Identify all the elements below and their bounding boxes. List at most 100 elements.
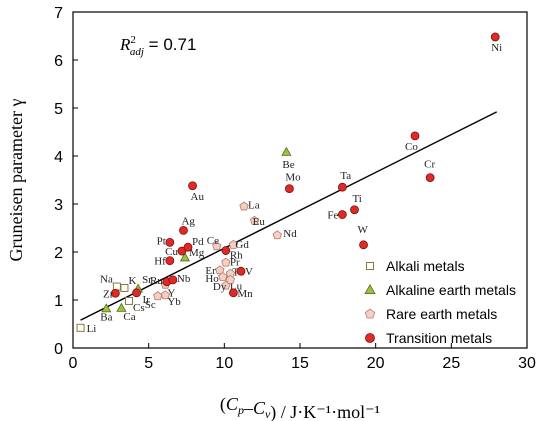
point-label: Y xyxy=(167,288,175,300)
data-point xyxy=(239,201,249,211)
x-tick-label: 15 xyxy=(291,355,309,372)
r2-annotation: R2 adj = 0.71 xyxy=(119,34,196,58)
data-point xyxy=(218,272,228,281)
legend-marker xyxy=(365,333,375,343)
series-alkaline-earth-metals: Ba Ca Sr Mg Be xyxy=(100,146,295,324)
data-point xyxy=(165,256,175,266)
point-label: Ni xyxy=(491,42,502,54)
point-label: Rh xyxy=(230,250,243,262)
data-point xyxy=(165,237,175,247)
data-point xyxy=(281,146,292,156)
fit-line xyxy=(80,111,498,321)
point-label: Ir xyxy=(143,294,151,306)
data-point xyxy=(225,274,236,284)
data-point xyxy=(179,252,191,262)
data-points: LiNaKCsBaCaSrMgBeYbScYCeErHoPrTbLuDyGdLa… xyxy=(76,32,502,335)
point-label: Zr xyxy=(103,288,114,300)
point-label: Ru xyxy=(150,275,163,287)
data-point xyxy=(490,32,500,42)
data-point xyxy=(160,290,170,300)
point-label: Ti xyxy=(352,193,361,205)
point-label: La xyxy=(248,199,260,211)
data-point xyxy=(221,246,231,255)
legend-label: Rare earth metals xyxy=(386,306,497,322)
point-label: Gd xyxy=(235,239,249,251)
point-label: Pr xyxy=(230,257,240,269)
data-point xyxy=(132,288,141,298)
data-point xyxy=(249,215,260,225)
data-point xyxy=(221,257,231,267)
x-tick-label: 25 xyxy=(442,355,460,372)
data-point xyxy=(153,291,163,301)
data-point xyxy=(285,184,294,194)
data-point xyxy=(76,323,85,332)
point-label: Ta xyxy=(340,170,351,182)
data-point xyxy=(337,210,347,219)
point-label: W xyxy=(358,224,369,236)
r2-text: R2 adj = 0.71 xyxy=(119,34,196,58)
y-tick-label: 2 xyxy=(54,245,63,262)
x-tick-label: 10 xyxy=(215,355,233,372)
point-label: Na xyxy=(100,274,113,286)
point-label: Ag xyxy=(181,215,195,227)
data-point xyxy=(272,230,282,240)
point-label: Er xyxy=(205,265,216,277)
legend-marker xyxy=(366,262,374,270)
y-tick-label: 7 xyxy=(54,5,63,22)
data-point xyxy=(212,241,222,251)
data-point xyxy=(101,303,112,313)
point-label: Dy xyxy=(213,281,227,293)
point-label: Sc xyxy=(145,299,156,311)
point-label: Cu xyxy=(165,246,178,258)
x-axis-title: (Cp–Cv) / J·K⁻¹·mol⁻¹ xyxy=(220,394,380,421)
legend: Alkali metals Alkaline earth metals Rare e… xyxy=(364,258,516,346)
point-label: Be xyxy=(282,159,294,171)
data-point xyxy=(228,239,239,249)
data-point xyxy=(183,242,193,252)
data-point xyxy=(188,181,197,191)
legend-label: Alkaline earth metals xyxy=(386,282,516,298)
series-alkali-metals: Li Na K Cs xyxy=(76,274,145,335)
data-point xyxy=(337,182,347,192)
x-tick-label: 0 xyxy=(69,355,78,372)
data-point xyxy=(110,288,120,298)
point-label: Sr xyxy=(142,274,152,286)
point-label: Au xyxy=(191,191,205,203)
point-label: Co xyxy=(405,141,418,153)
point-label: Cr xyxy=(424,159,435,171)
x-tick-label: 5 xyxy=(144,355,153,372)
data-point xyxy=(179,225,188,235)
point-label: Ca xyxy=(123,311,135,323)
point-label: Ba xyxy=(100,312,112,324)
y-tick-label: 4 xyxy=(54,149,63,166)
point-label: Hf xyxy=(154,256,166,268)
point-label: Mo xyxy=(285,172,301,184)
point-label: Li xyxy=(87,323,97,335)
point-label: Yb xyxy=(167,296,181,308)
data-point xyxy=(124,296,133,305)
axis-ticks: 0 5 10 15 20 25 30 0 1 2 3 4 5 6 7 xyxy=(54,5,536,372)
point-label: Nd xyxy=(283,228,297,240)
data-point xyxy=(359,240,368,250)
point-label: Pd xyxy=(192,236,204,248)
axis-titles: Gruneisen parameter γ (Cp–Cv) / J·K⁻¹·mol… xyxy=(6,99,380,421)
data-point xyxy=(425,173,435,183)
legend-label: Alkali metals xyxy=(386,258,465,274)
series-rare-earth-metals: YbScYCeErHoPrTbLuDyGdLaEuNd xyxy=(145,199,297,311)
x-tick-label: 30 xyxy=(518,355,536,372)
point-label: Mg xyxy=(189,247,205,259)
point-label: Nb xyxy=(177,273,191,285)
point-label: Mn xyxy=(237,288,253,300)
point-label: Pt xyxy=(157,235,166,247)
legend-label: Transition metals xyxy=(386,330,492,346)
point-label: Cs xyxy=(133,302,145,314)
point-label: Ce xyxy=(207,235,219,247)
data-point xyxy=(120,284,129,292)
point-label: Eu xyxy=(253,216,266,228)
point-label: V xyxy=(245,266,253,278)
y-tick-label: 3 xyxy=(54,197,63,214)
x-tick-label: 20 xyxy=(367,355,385,372)
data-point xyxy=(215,265,225,275)
data-point xyxy=(116,302,127,312)
